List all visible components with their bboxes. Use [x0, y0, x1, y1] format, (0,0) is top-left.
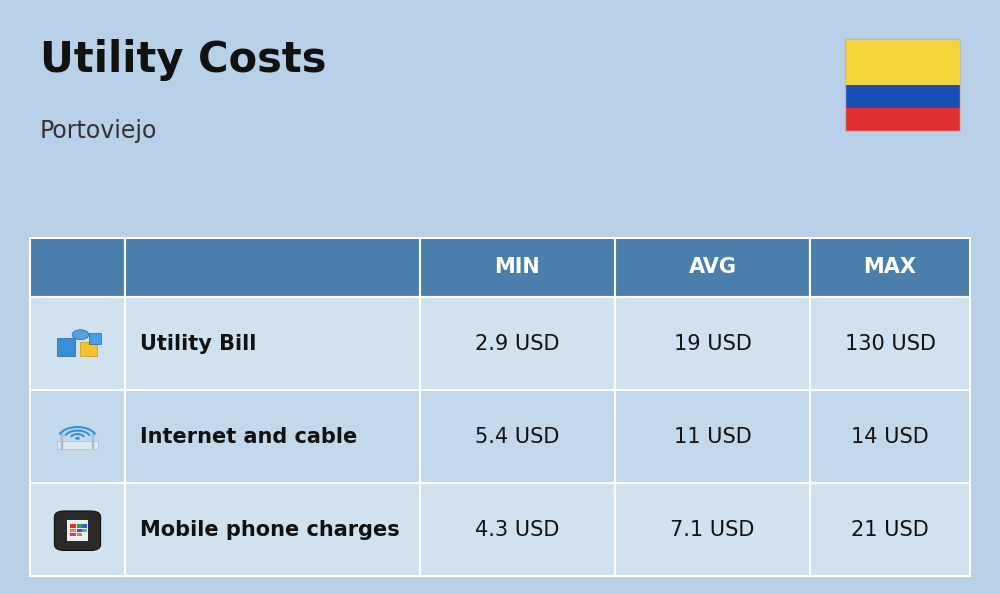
Bar: [615, 238, 810, 297]
Text: Utility Costs: Utility Costs: [40, 39, 326, 81]
Bar: [57, 338, 75, 356]
Bar: [70, 533, 76, 536]
Bar: [30, 483, 125, 576]
Bar: [82, 529, 87, 532]
Bar: [125, 238, 420, 297]
Bar: [615, 483, 810, 576]
Bar: [845, 85, 960, 108]
Text: MIN: MIN: [495, 257, 540, 277]
Bar: [70, 529, 76, 532]
Bar: [810, 390, 970, 483]
Bar: [77, 533, 82, 536]
Bar: [30, 238, 125, 297]
Bar: [57, 441, 98, 449]
Bar: [420, 297, 615, 390]
Bar: [67, 520, 88, 541]
Text: 11 USD: 11 USD: [674, 426, 751, 447]
Bar: [125, 297, 420, 390]
Bar: [845, 39, 960, 131]
Bar: [80, 342, 97, 356]
Text: 2.9 USD: 2.9 USD: [475, 333, 560, 353]
Bar: [77, 529, 82, 532]
Bar: [30, 297, 125, 390]
Text: Portoviejo: Portoviejo: [40, 119, 157, 143]
Text: Mobile phone charges: Mobile phone charges: [140, 520, 400, 540]
Circle shape: [72, 330, 89, 340]
Bar: [615, 390, 810, 483]
Bar: [810, 483, 970, 576]
Text: MAX: MAX: [864, 257, 917, 277]
Text: 5.4 USD: 5.4 USD: [475, 426, 560, 447]
Bar: [615, 297, 810, 390]
Bar: [810, 297, 970, 390]
Text: Utility Bill: Utility Bill: [140, 333, 256, 353]
Bar: [82, 525, 87, 527]
FancyBboxPatch shape: [54, 511, 101, 551]
Bar: [420, 390, 615, 483]
Bar: [125, 390, 420, 483]
Text: 19 USD: 19 USD: [674, 333, 751, 353]
Bar: [810, 238, 970, 297]
Text: Internet and cable: Internet and cable: [140, 426, 357, 447]
Bar: [845, 108, 960, 131]
Bar: [77, 525, 82, 527]
Circle shape: [75, 437, 80, 440]
Text: 7.1 USD: 7.1 USD: [670, 520, 755, 540]
Bar: [420, 238, 615, 297]
Bar: [845, 39, 960, 84]
Bar: [89, 333, 101, 343]
Bar: [92, 434, 94, 449]
Text: 130 USD: 130 USD: [845, 333, 936, 353]
Bar: [61, 434, 63, 449]
Text: 4.3 USD: 4.3 USD: [475, 520, 560, 540]
Bar: [70, 525, 76, 527]
Bar: [125, 483, 420, 576]
Text: AVG: AVG: [688, 257, 736, 277]
Bar: [420, 483, 615, 576]
Bar: [30, 390, 125, 483]
Text: 14 USD: 14 USD: [851, 426, 929, 447]
Text: 21 USD: 21 USD: [851, 520, 929, 540]
